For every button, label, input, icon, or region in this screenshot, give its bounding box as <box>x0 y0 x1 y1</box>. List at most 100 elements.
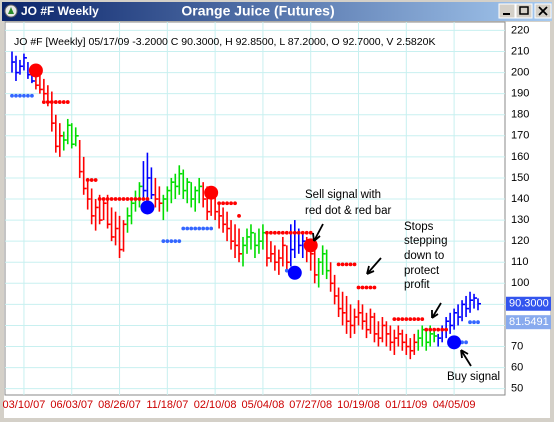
annotation-text: Buy signal <box>447 371 500 383</box>
data-layer <box>10 51 481 360</box>
y-tick-label: 220 <box>511 24 529 36</box>
x-tick-label: 06/03/07 <box>50 399 93 411</box>
annotation-text: down to <box>404 250 444 262</box>
stop-dot <box>173 239 178 244</box>
stop-dot <box>464 340 468 345</box>
stop-dot <box>296 230 301 235</box>
signal-dot <box>140 200 155 215</box>
stop-dot <box>368 285 373 290</box>
y-tick-label: 100 <box>511 277 529 289</box>
window-title: JO #F Weekly <box>21 4 99 18</box>
y-tick-label: 210 <box>511 45 529 57</box>
minimize-button[interactable] <box>498 3 516 19</box>
stop-dot <box>356 285 361 290</box>
stop-dot <box>420 317 425 322</box>
annotation-arrow <box>460 349 472 367</box>
annotations: Sell signal with red dot & red bar Stops… <box>305 189 500 383</box>
annotation-text: protect <box>404 265 440 277</box>
annotation-text: stepping <box>404 235 447 247</box>
x-tick-label: 03/10/07 <box>3 399 46 411</box>
last-price-label: 81.5491 <box>509 316 549 328</box>
stop-dot <box>61 100 66 104</box>
stop-dot <box>268 230 273 235</box>
stop-dot <box>57 100 62 104</box>
signal-dot <box>28 63 43 78</box>
stop-dot <box>117 197 122 201</box>
x-tick-label: 04/05/09 <box>433 399 476 411</box>
stop-dot <box>276 230 281 235</box>
stop-dot <box>416 317 421 322</box>
y-tick-label: 130 <box>511 214 529 226</box>
stop-dot <box>284 230 289 235</box>
stop-dot <box>18 93 22 98</box>
stop-dot <box>412 317 417 322</box>
stop-dot <box>22 93 26 98</box>
y-tick-label: 160 <box>511 151 529 163</box>
stop-dot <box>65 100 70 104</box>
stop-dot <box>177 239 182 244</box>
annotation-arrow <box>431 302 442 319</box>
stop-dot <box>472 320 476 325</box>
stop-dot <box>237 213 241 218</box>
stop-dot <box>121 197 126 201</box>
stop-dot <box>193 226 198 231</box>
last-price-label: 90.3000 <box>509 298 549 310</box>
signal-dot <box>303 238 318 253</box>
stop-dot <box>308 230 313 235</box>
stop-dot <box>41 100 46 104</box>
stop-dot <box>392 317 397 322</box>
window-icon-glyph <box>8 7 14 14</box>
stop-dot <box>49 100 54 104</box>
stop-dot <box>133 197 138 201</box>
stop-dot <box>225 201 229 206</box>
stop-dot <box>284 268 289 273</box>
stop-dot <box>408 317 413 322</box>
y-tick-label: 150 <box>511 172 529 184</box>
stop-dot <box>101 197 106 201</box>
stop-dot <box>352 262 357 267</box>
stop-dot <box>181 226 186 231</box>
stop-dot <box>109 197 114 201</box>
stop-dot <box>440 327 445 332</box>
y-tick-label: 60 <box>511 362 523 374</box>
stop-dot <box>201 226 206 231</box>
stop-dot <box>197 226 202 231</box>
y-tick-label: 120 <box>511 235 529 247</box>
y-tick-label: 110 <box>511 256 529 268</box>
stop-dot <box>304 230 309 235</box>
stop-dot <box>476 320 480 325</box>
x-tick-label: 02/10/08 <box>194 399 237 411</box>
stop-dot <box>10 93 14 98</box>
stop-dot <box>26 93 30 98</box>
stop-dot <box>360 285 365 290</box>
chart-title: Orange Juice (Futures) <box>181 3 334 19</box>
stop-dot <box>14 93 18 98</box>
last-price-box <box>506 296 551 311</box>
stop-dot <box>141 197 146 201</box>
maximize-glyph <box>519 6 529 15</box>
stop-dot <box>137 197 142 201</box>
y-tick-label: 190 <box>511 88 529 100</box>
stop-dot <box>404 317 409 322</box>
stop-dot <box>217 201 222 206</box>
x-tick-label: 07/27/08 <box>289 399 332 411</box>
stop-dot <box>30 93 34 98</box>
stop-dot <box>344 262 349 267</box>
maximize-button[interactable] <box>515 3 533 19</box>
stop-dot <box>93 178 98 182</box>
last-price-box <box>506 315 551 330</box>
annotation-arrow <box>366 257 382 275</box>
stop-dot <box>400 317 405 322</box>
annotation-text: red dot & red bar <box>305 205 391 217</box>
stop-dot <box>97 197 102 201</box>
stop-dot <box>340 262 345 267</box>
y-tick-label: 200 <box>511 66 529 78</box>
info-line: JO #F [Weekly] 05/17/09 -3.2000 C 90.300… <box>14 36 435 48</box>
stop-dot <box>300 230 305 235</box>
title-bar <box>2 2 552 21</box>
x-tick-label: 10/19/08 <box>337 399 380 411</box>
stop-dot <box>288 230 293 235</box>
stop-dot <box>424 327 429 332</box>
y-tick-label: 180 <box>511 109 529 121</box>
